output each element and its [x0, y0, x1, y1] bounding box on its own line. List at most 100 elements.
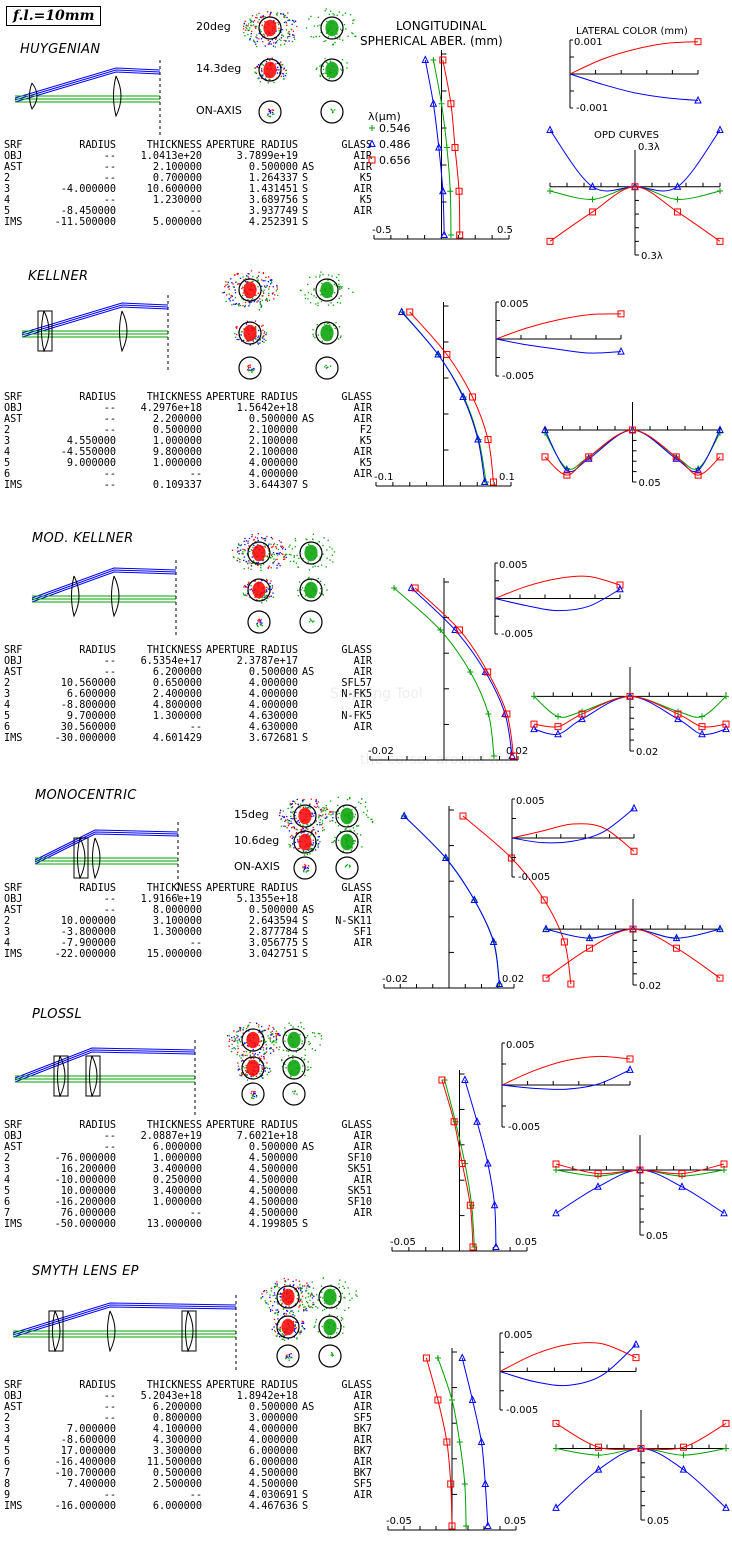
spot-point: [277, 548, 280, 551]
spot-point: [247, 563, 249, 565]
spot-point: [234, 303, 237, 305]
spot-point: [311, 813, 314, 815]
spot-point: [240, 1027, 242, 1029]
spot-point: [303, 1327, 306, 1330]
spot-point: [269, 1296, 271, 1299]
lens-layout-drawing: [21, 295, 169, 370]
data-point-marker: [636, 1166, 644, 1174]
spot-point: [276, 567, 278, 569]
table-cell: 6: [4, 469, 11, 480]
spot-point: [295, 562, 297, 564]
spot-diagram: [293, 856, 317, 880]
spot-point: [241, 1059, 243, 1061]
table-cell: SF10: [347, 1197, 372, 1208]
spot-point: [301, 831, 304, 833]
spot-point: [295, 817, 297, 820]
spot-point: [277, 66, 279, 69]
spot-point: [278, 38, 281, 41]
spot-point: [260, 564, 262, 567]
spot-point: [265, 1048, 268, 1050]
spot-point: [261, 69, 263, 71]
spot-point: [333, 1288, 335, 1291]
table-cell: 2: [4, 678, 11, 689]
spot-point: [333, 811, 335, 813]
spot-point: [306, 1282, 308, 1284]
spot-point: [337, 817, 339, 819]
spot-point: [323, 68, 325, 71]
spot-point: [238, 1038, 240, 1040]
spot-point: [284, 14, 286, 17]
spot-point: [340, 295, 342, 297]
spot-point: [266, 1047, 268, 1049]
spot-point: [329, 800, 332, 802]
spot-diagram: [258, 100, 282, 124]
spot-point: [263, 1053, 265, 1055]
spot-point: [293, 1336, 296, 1338]
spot-point: [312, 335, 315, 337]
data-point-marker: [447, 1480, 455, 1488]
spot-point: [270, 1047, 272, 1049]
spot-point: [250, 369, 252, 372]
spot-point: [283, 39, 285, 42]
spot-point: [268, 1037, 270, 1039]
series-line-0.656: [501, 1055, 631, 1086]
spot-point: [295, 1290, 297, 1293]
spot-point: [263, 338, 265, 340]
table-cell: 4.000000: [248, 458, 298, 469]
spot-point: [246, 281, 248, 283]
spot-point: [272, 562, 274, 565]
spot-point: [244, 1069, 247, 1072]
spot-point: [328, 77, 330, 80]
data-point-marker: [546, 237, 554, 245]
spot-point: [278, 553, 280, 555]
spot-point: [265, 276, 267, 279]
table-cell: 2.400000: [152, 689, 202, 700]
spot-point: [312, 563, 315, 565]
spot-point: [264, 596, 266, 598]
spot-point: [305, 871, 307, 873]
spot-point: [248, 1060, 250, 1062]
spot-point: [248, 340, 250, 343]
spot-point: [262, 295, 264, 297]
spot-point: [292, 800, 294, 803]
spot-point: [247, 582, 250, 584]
spot-point: [273, 42, 275, 44]
spot-point: [275, 1037, 277, 1039]
spot-point: [269, 585, 271, 588]
spot-point: [305, 828, 308, 830]
data-point-marker: [481, 1479, 490, 1487]
spot-point: [264, 1029, 266, 1031]
spot-point: [246, 594, 248, 597]
spot-point: [310, 1306, 312, 1308]
spot-point: [283, 16, 285, 18]
spot-point: [297, 566, 299, 568]
spot-point: [276, 12, 279, 14]
spot-point: [260, 30, 262, 33]
table-cell: 2.3787e+17: [236, 656, 298, 667]
spot-point: [283, 68, 285, 70]
spot-point: [328, 13, 330, 16]
ghost-overlay-text: Snipping Tool: [330, 686, 423, 702]
spot-point: [261, 340, 264, 343]
spot-point: [289, 846, 291, 848]
table-row: OBJ -- 4.2976e+18 1.5642e+18 AIR: [4, 403, 372, 414]
spot-point: [338, 1283, 340, 1285]
table-row: AST -- 6.200000 0.500000 AS AIR: [4, 1402, 372, 1413]
spot-point: [318, 816, 320, 818]
opd-curves-title: OPD CURVES: [594, 130, 659, 141]
spot-point: [302, 806, 305, 808]
airy-disk-circle: [241, 1082, 265, 1106]
spot-point: [272, 544, 275, 546]
spot-point: [234, 332, 236, 335]
spot-point: [255, 328, 257, 330]
spot-point: [305, 867, 307, 870]
spot-point: [266, 299, 268, 301]
spot-point: [242, 1029, 244, 1031]
table-cell: 9.000000: [66, 458, 116, 469]
table-row: 3 -4.000000 10.600000 1.431451 S AIR: [4, 184, 372, 195]
spot-point: [322, 814, 324, 816]
spot-point: [320, 1285, 323, 1287]
lens-element: [48, 1310, 64, 1352]
spot-point: [265, 586, 267, 589]
spot-point: [328, 322, 330, 324]
